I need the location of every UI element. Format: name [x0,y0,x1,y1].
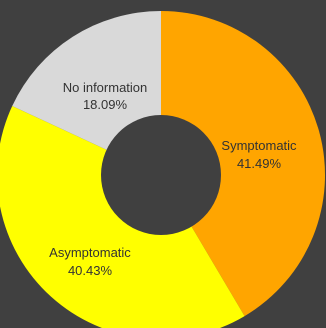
slice-value-symptomatic: 41.49% [237,156,282,171]
slice-name-no-information: No information [63,80,148,95]
slice-name-symptomatic: Symptomatic [221,138,297,153]
slice-value-no-information: 18.09% [83,97,128,112]
donut-hole [101,115,221,235]
slice-label-asymptomatic: Asymptomatic 40.43% [49,245,131,278]
slice-symptomatic [161,11,325,317]
slices-group [0,10,325,328]
slice-label-symptomatic: Symptomatic 41.49% [221,138,297,171]
slice-value-asymptomatic: 40.43% [68,263,113,278]
slice-name-asymptomatic: Asymptomatic [49,245,131,260]
slice-label-no-information: No information 18.09% [63,80,148,112]
